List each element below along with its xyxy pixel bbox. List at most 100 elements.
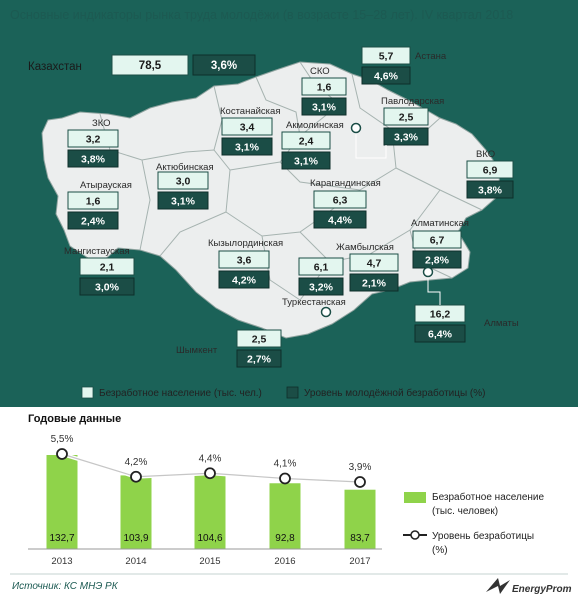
- region-rate-value: 3,8%: [478, 185, 503, 197]
- region-name: Алматы: [484, 318, 519, 329]
- region-rate-value: 3,1%: [294, 156, 319, 168]
- bar-2016: [269, 483, 301, 549]
- region-rate-value: 2,1%: [362, 278, 387, 290]
- region-name: Туркестанская: [282, 297, 346, 308]
- energyprom-logo-icon: [486, 578, 510, 594]
- year-label: 2014: [125, 556, 146, 567]
- region-unemployed-value: 5,7: [379, 51, 394, 63]
- region-6: СКО 1,6 3,1%: [301, 66, 347, 116]
- region-7: Акмолинская 2,4 3,1%: [281, 120, 344, 170]
- region-name: СКО: [310, 66, 330, 77]
- region-unemployed-value: 2,5: [399, 112, 414, 124]
- chart-legend-bar-label-1: Безработное население: [432, 491, 545, 503]
- region-unemployed-box: [157, 171, 209, 190]
- source-note: Источник: КС МНЭ РК: [12, 581, 119, 592]
- kazakhstan-unemployed-value: 78,5: [139, 60, 162, 72]
- region-unemployed-value: 2,4: [299, 136, 314, 148]
- region-unemployed-value: 3,4: [240, 122, 255, 134]
- chart-legend-line-marker: [410, 530, 420, 540]
- regions-layer: ЗКО 3,2 3,8% Атырауская 1,6 2,4% Мангистауская…: [64, 46, 519, 368]
- region-rate-value: 3,2%: [309, 282, 334, 294]
- region-16: Туркестанская 6,1 3,2%: [282, 257, 346, 308]
- region-15: Алматы 16,2 6,4%: [414, 304, 519, 343]
- rate-value-label: 4,2%: [125, 457, 148, 468]
- energyprom-logo: EnergyProm: [486, 578, 572, 595]
- region-name: Кызылординская: [208, 238, 283, 249]
- region-rate-value: 3,1%: [235, 142, 260, 154]
- bar-2013: [46, 455, 78, 549]
- region-name: Шымкент: [176, 345, 218, 356]
- region-rate-box: [466, 180, 514, 199]
- region-unemployed-box: [412, 230, 462, 249]
- region-name: Жамбылская: [336, 242, 394, 253]
- region-rate-box: [221, 137, 273, 156]
- bar-2017: [344, 489, 376, 549]
- region-name: ВКО: [476, 149, 495, 160]
- region-rate-box: [412, 250, 462, 269]
- region-unemployed-value: 6,7: [430, 235, 445, 247]
- region-unemployed-box: [218, 250, 270, 269]
- bar-value-label: 132,7: [49, 533, 74, 544]
- rate-value-label: 5,5%: [51, 434, 74, 445]
- region-unemployed-box: [466, 160, 514, 179]
- bar-value-label: 83,7: [350, 533, 370, 544]
- region-unemployed-value: 2,5: [252, 334, 267, 346]
- region-unemployed-box: [298, 257, 344, 276]
- region-rate-box: [298, 277, 344, 296]
- connector-line: [427, 277, 441, 305]
- connector-line: [355, 133, 387, 159]
- region-2: Атырауская 1,6 2,4%: [67, 180, 132, 230]
- year-label: 2013: [51, 556, 72, 567]
- chart-legend-line-label-2: (%): [432, 545, 448, 556]
- region-unemployed-box: [349, 253, 399, 272]
- region-name: Алматинская: [411, 218, 469, 229]
- region-unemployed-box: [361, 46, 411, 65]
- region-unemployed-value: 3,0: [176, 176, 191, 188]
- region-rate-box: [67, 211, 119, 230]
- region-11: Карагандинская 6,3 4,4%: [310, 178, 381, 229]
- region-rate-box: [67, 149, 119, 168]
- legend-unemployed-label: Безработное население (тыс. чел.): [99, 387, 262, 399]
- region-unemployed-box: [67, 129, 119, 148]
- region-rate-value: 4,2%: [232, 275, 257, 287]
- bar-value-label: 92,8: [275, 533, 295, 544]
- kazakhstan-rate-value: 3,6%: [211, 60, 237, 72]
- region-name: Павлодарская: [381, 96, 444, 107]
- region-unemployed-box: [383, 107, 429, 126]
- region-9: Павлодарская 2,5 3,3%: [381, 96, 444, 146]
- legend-rate-label: Уровень молодёжной безработицы (%): [304, 387, 485, 399]
- kazakhstan-label: Казахстан: [28, 61, 82, 73]
- region-unemployed-value: 3,6: [237, 255, 252, 267]
- kazakhstan-rate-box: [192, 54, 256, 76]
- region-name: Астана: [415, 51, 447, 62]
- region-12: Кызылординская 3,6 4,2%: [208, 238, 283, 289]
- region-5: Костанайская 3,4 3,1%: [220, 106, 280, 156]
- chart-legend-bar-swatch: [404, 492, 426, 503]
- region-rate-box: [236, 349, 282, 368]
- region-rate-value: 3,1%: [171, 196, 196, 208]
- energyprom-logo-text: EnergyProm: [512, 584, 572, 595]
- legend-rate-swatch: [286, 386, 299, 399]
- city-marker: [350, 122, 362, 134]
- region-8: Астана 5,7 4,6%: [361, 46, 447, 85]
- region-unemployed-value: 2,1: [100, 262, 115, 274]
- region-rate-box: [383, 127, 429, 146]
- rate-point-2017: [354, 476, 366, 488]
- bar-value-label: 103,9: [123, 533, 148, 544]
- city-marker: [320, 306, 332, 318]
- region-rate-value: 4,4%: [328, 215, 353, 227]
- region-rate-value: 3,1%: [312, 102, 337, 114]
- region-unemployed-box: [79, 257, 135, 276]
- annual-chart: 132,7 2013 103,9 2014 104,6 2015 92,8 2016 83,7 2…: [46, 434, 376, 567]
- region-unemployed-value: 4,7: [367, 258, 382, 270]
- region-rate-value: 4,6%: [374, 71, 399, 83]
- region-unemployed-value: 6,1: [314, 262, 329, 274]
- region-unemployed-value: 6,3: [333, 195, 348, 207]
- region-rate-box: [414, 324, 466, 343]
- region-unemployed-value: 16,2: [430, 309, 451, 321]
- region-unemployed-box: [301, 77, 347, 96]
- region-10: ВКО 6,9 3,8%: [466, 149, 514, 199]
- chart-title: Годовые данные: [28, 413, 121, 425]
- city-marker: [422, 266, 434, 278]
